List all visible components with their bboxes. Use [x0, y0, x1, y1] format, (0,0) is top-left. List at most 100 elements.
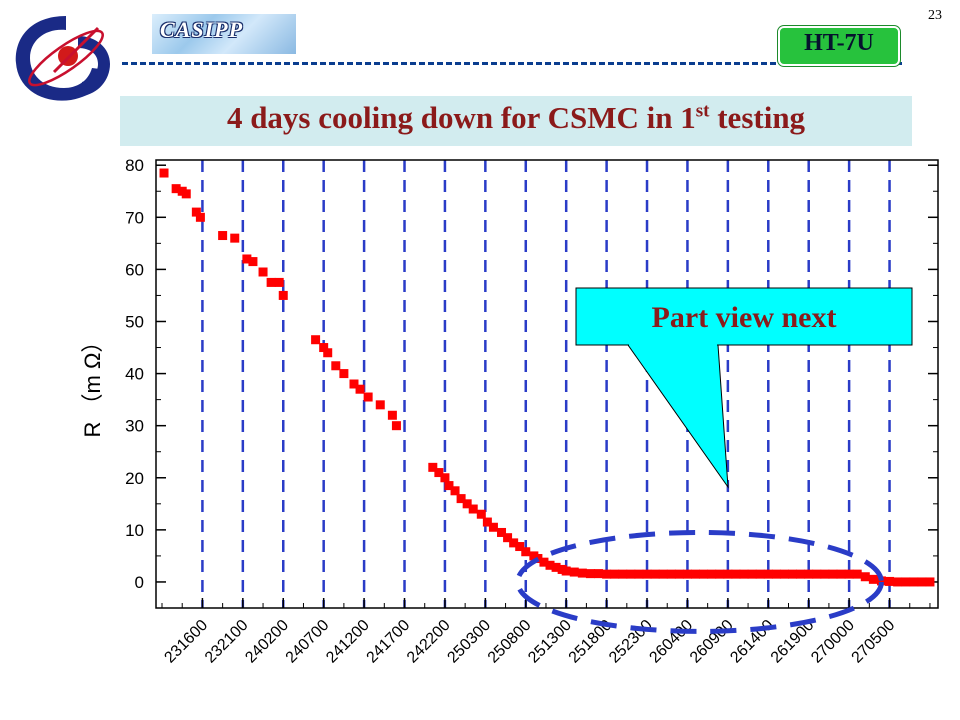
- data-point: [650, 569, 660, 579]
- callout-pointer: [627, 344, 729, 489]
- data-point: [476, 509, 486, 519]
- data-point: [634, 569, 644, 579]
- title-tail: testing: [709, 100, 806, 135]
- x-tick-label: 270500: [849, 617, 899, 667]
- data-point: [739, 569, 749, 579]
- x-tick-label: 240700: [283, 617, 333, 667]
- data-point: [844, 569, 854, 579]
- data-point: [731, 569, 741, 579]
- x-tick-label: 242200: [404, 617, 454, 667]
- casipp-badge: CASIPP: [152, 14, 296, 54]
- data-point: [319, 343, 329, 353]
- y-tick-label: 80: [125, 156, 144, 175]
- y-tick-label: 0: [135, 573, 144, 592]
- data-point: [462, 499, 472, 509]
- data-point: [642, 569, 652, 579]
- data-point: [387, 410, 397, 420]
- x-tick-label: 260400: [646, 617, 696, 667]
- data-point: [331, 361, 341, 371]
- data-point: [434, 468, 444, 478]
- data-point: [230, 233, 240, 243]
- data-point: [311, 335, 321, 345]
- data-point: [569, 567, 579, 577]
- y-tick-label: 60: [125, 260, 144, 279]
- data-point: [456, 494, 466, 504]
- data-point: [195, 212, 205, 222]
- y-tick-label: 20: [125, 469, 144, 488]
- chart-grid: [201, 160, 891, 608]
- data-point: [707, 569, 717, 579]
- callout-box: [575, 287, 913, 346]
- data-point: [497, 527, 507, 537]
- x-tick-label: 240200: [242, 617, 292, 667]
- x-tick-label: 261400: [727, 617, 777, 667]
- data-point: [278, 290, 288, 300]
- data-point: [159, 168, 169, 178]
- data-point: [868, 574, 878, 584]
- x-tick-label: 270000: [808, 617, 858, 667]
- data-point: [509, 538, 519, 548]
- data-point: [715, 569, 725, 579]
- plot-frame: [155, 159, 939, 609]
- data-point: [747, 569, 757, 579]
- data-point: [885, 576, 895, 586]
- data-point: [602, 569, 612, 579]
- data-point: [909, 577, 919, 587]
- data-point: [363, 392, 373, 402]
- data-point: [674, 569, 684, 579]
- data-point: [248, 257, 258, 267]
- title-bar: 4 days cooling down for CSMC in 1st test…: [120, 96, 912, 146]
- emphasis-ellipse: [515, 529, 884, 634]
- cooldown-chart: 0 10 20 30 40 50 60 70 80 2316002321002402002407…: [80, 156, 939, 667]
- title-superscript: st: [695, 100, 710, 122]
- data-point: [585, 569, 595, 579]
- data-point: [828, 569, 838, 579]
- ht7u-badge: HT-7U: [778, 26, 900, 66]
- y-tick-label: 50: [125, 312, 144, 331]
- x-tick-label: 250800: [485, 617, 535, 667]
- data-point: [323, 348, 333, 358]
- data-point: [804, 569, 814, 579]
- data-point: [893, 577, 903, 587]
- data-point: [626, 569, 636, 579]
- data-point: [482, 517, 492, 527]
- slide-title: 4 days cooling down for CSMC in 1st test…: [120, 100, 912, 136]
- data-point: [450, 486, 460, 496]
- y-axis-title: R （m Ω）: [80, 331, 105, 438]
- x-tick-label: 232100: [202, 617, 252, 667]
- data-point: [181, 189, 191, 199]
- data-point: [391, 421, 401, 431]
- data-point: [836, 569, 846, 579]
- data-point: [218, 231, 228, 241]
- y-axis: 0 10 20 30 40 50 60 70 80: [125, 156, 938, 609]
- data-point: [763, 569, 773, 579]
- title-main: 4 days cooling down for CSMC in 1: [226, 100, 696, 135]
- data-point: [242, 254, 252, 264]
- x-tick-label: 241200: [323, 617, 373, 667]
- data-point: [468, 504, 478, 514]
- data-point: [444, 481, 454, 491]
- data-point: [503, 533, 513, 543]
- data-point: [925, 577, 935, 587]
- data-point: [266, 277, 276, 287]
- data-point: [771, 569, 781, 579]
- data-point: [258, 267, 268, 277]
- data-point: [488, 522, 498, 532]
- data-point: [274, 277, 284, 287]
- data-point: [349, 379, 359, 389]
- data-point: [860, 572, 870, 582]
- data-point: [755, 569, 765, 579]
- casipp-label: CASIPP: [160, 17, 244, 42]
- data-point: [691, 569, 701, 579]
- data-point: [561, 566, 571, 576]
- y-tick-label: 40: [125, 365, 144, 384]
- data-point: [812, 569, 822, 579]
- data-point: [539, 557, 549, 567]
- data-point: [658, 569, 668, 579]
- data-point: [375, 400, 385, 410]
- data-point: [610, 569, 620, 579]
- x-tick-label: 260900: [687, 617, 737, 667]
- data-point: [901, 577, 911, 587]
- data-point: [521, 547, 531, 557]
